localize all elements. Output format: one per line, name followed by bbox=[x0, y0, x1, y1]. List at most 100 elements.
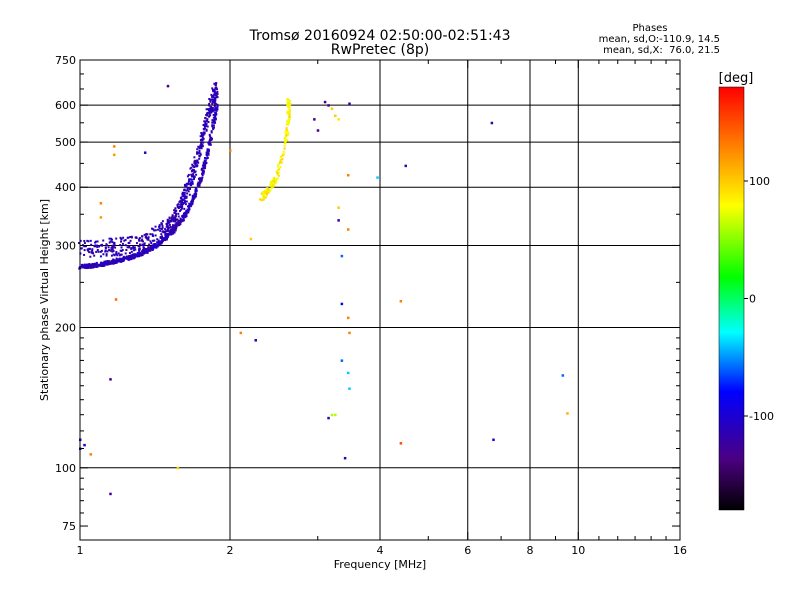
scatter-point bbox=[313, 118, 316, 121]
o-trace-dot bbox=[152, 247, 155, 250]
o-trace-dot bbox=[191, 175, 194, 178]
o-trace-dot bbox=[87, 240, 90, 243]
o-trace-dot bbox=[111, 244, 114, 247]
o-trace-dot bbox=[172, 224, 175, 227]
o-trace-dot bbox=[142, 243, 145, 246]
o-trace-dot bbox=[166, 221, 169, 224]
o-trace-dot bbox=[113, 254, 116, 257]
o-trace-dot bbox=[111, 241, 114, 244]
o-trace-dot bbox=[185, 184, 188, 187]
phases-x-stats: mean, sd,X: 76.0, 21.5 bbox=[603, 45, 720, 56]
o-trace-dot bbox=[92, 265, 95, 268]
o-trace-dot bbox=[206, 156, 209, 159]
o-trace-dot bbox=[185, 195, 188, 198]
o-trace-dot bbox=[96, 263, 99, 266]
o-trace-dot bbox=[104, 249, 107, 252]
o-trace-dot bbox=[130, 235, 133, 238]
o-trace-dot bbox=[111, 248, 114, 251]
o-trace-dot bbox=[154, 234, 157, 237]
o-trace-dot bbox=[212, 113, 215, 116]
scatter-point bbox=[166, 84, 170, 88]
o-trace-dot bbox=[108, 237, 111, 240]
o-trace-dot bbox=[211, 96, 214, 99]
o-trace-dot bbox=[168, 223, 171, 226]
o-trace-dot bbox=[183, 188, 186, 191]
x-trace-dot bbox=[275, 181, 278, 184]
o-trace-dot bbox=[87, 249, 90, 252]
x-trace-dot bbox=[287, 121, 290, 124]
o-trace-dot bbox=[183, 191, 186, 194]
o-trace-dot bbox=[173, 218, 176, 221]
o-trace-dot bbox=[215, 82, 218, 85]
chart-title: Tromsø 20160924 02:50:00-02:51:43 bbox=[249, 28, 511, 44]
o-trace-dot bbox=[200, 132, 203, 135]
o-trace-dot bbox=[196, 182, 199, 185]
o-trace-dot bbox=[153, 246, 156, 249]
o-trace-dot bbox=[167, 221, 170, 224]
o-trace-dot bbox=[113, 242, 116, 245]
o-trace-dot bbox=[98, 264, 101, 267]
o-trace-dot bbox=[119, 244, 122, 247]
o-trace-dot bbox=[212, 95, 215, 98]
x-trace-dot bbox=[286, 139, 289, 142]
o-trace-dot bbox=[110, 254, 113, 257]
o-trace-dot bbox=[96, 240, 99, 243]
o-trace-dot bbox=[126, 246, 129, 249]
o-trace-dot bbox=[147, 249, 150, 252]
o-trace-dot bbox=[188, 193, 191, 196]
x-trace-dot bbox=[285, 132, 288, 135]
o-trace-dot bbox=[117, 260, 120, 263]
o-trace-dot bbox=[127, 255, 130, 258]
o-trace-dot bbox=[193, 156, 196, 159]
o-trace-dot bbox=[191, 182, 194, 185]
colorbar-tick-label: 0 bbox=[749, 293, 756, 306]
o-trace-dot bbox=[135, 236, 138, 239]
o-trace-dot bbox=[88, 251, 91, 254]
o-trace-dot bbox=[130, 254, 133, 257]
o-trace-dot bbox=[152, 228, 155, 231]
o-trace-dot bbox=[156, 245, 159, 248]
o-trace-dot bbox=[189, 203, 192, 206]
o-trace-dot bbox=[149, 233, 152, 236]
o-trace-dot bbox=[141, 243, 144, 246]
o-trace-dot bbox=[207, 142, 210, 145]
o-trace-dot bbox=[208, 110, 211, 113]
o-trace-dot bbox=[167, 234, 170, 237]
o-trace-dot bbox=[178, 221, 181, 224]
o-trace-dot bbox=[199, 181, 202, 184]
scatter-point bbox=[89, 453, 93, 456]
o-trace-dot bbox=[153, 229, 156, 232]
o-trace-dot bbox=[164, 230, 167, 233]
o-trace-dot bbox=[207, 152, 210, 155]
scatter-point bbox=[249, 237, 253, 241]
o-trace-dot bbox=[181, 199, 184, 202]
o-trace-dot bbox=[129, 257, 132, 260]
scatter-point bbox=[337, 219, 340, 222]
o-trace-dot bbox=[202, 141, 205, 144]
o-trace-dot bbox=[83, 241, 86, 244]
o-trace-dot bbox=[141, 254, 144, 257]
o-trace-dot bbox=[121, 249, 124, 252]
o-trace-dot bbox=[180, 202, 183, 205]
o-trace-dot bbox=[175, 218, 178, 221]
o-trace-dot bbox=[113, 243, 116, 246]
o-trace-dot bbox=[177, 203, 180, 206]
o-trace-dot bbox=[80, 264, 83, 267]
o-trace-dot bbox=[212, 98, 215, 101]
o-trace-dot bbox=[90, 266, 93, 269]
o-trace-dot bbox=[214, 121, 217, 124]
o-trace-dot bbox=[203, 120, 206, 123]
o-trace-dot bbox=[167, 229, 170, 232]
scatter-point bbox=[143, 151, 147, 154]
o-trace-dot bbox=[158, 224, 161, 227]
o-trace-dot bbox=[201, 164, 204, 167]
o-trace-dot bbox=[101, 243, 104, 246]
o-trace-dot bbox=[216, 90, 219, 93]
o-trace-dot bbox=[167, 228, 170, 231]
o-trace-dot bbox=[110, 237, 113, 240]
o-trace-dot bbox=[173, 209, 176, 212]
o-trace-dot bbox=[205, 113, 208, 116]
o-trace-dot bbox=[173, 211, 176, 214]
o-trace-dot bbox=[195, 173, 198, 176]
o-trace-dot bbox=[197, 151, 200, 154]
